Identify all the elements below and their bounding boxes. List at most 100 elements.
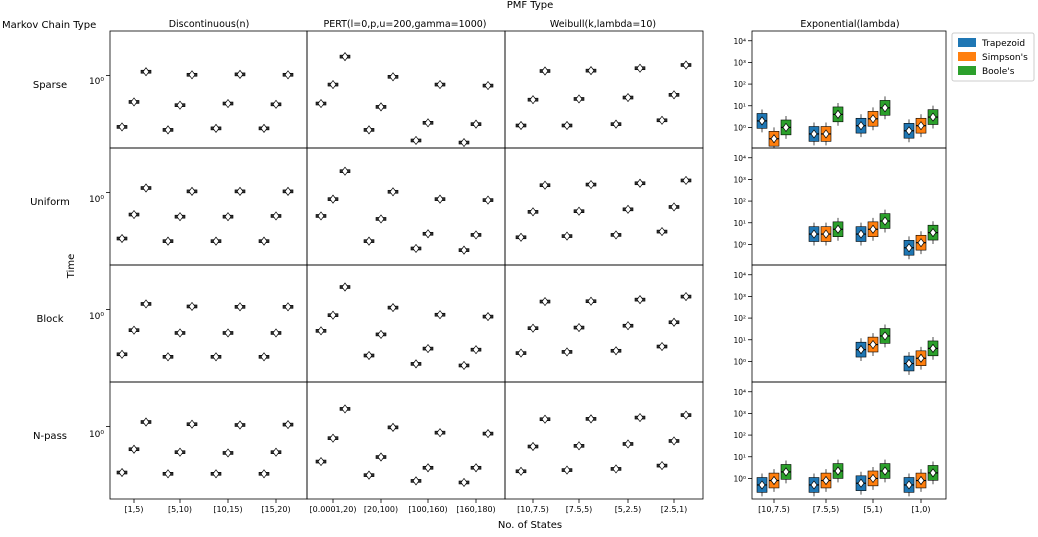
mean-marker-c1-r0-g0-s0 bbox=[317, 98, 325, 109]
mean-marker-c0-r0-g3-s2 bbox=[284, 70, 292, 80]
mean-marker-c0-r0-g1-s0 bbox=[164, 125, 172, 135]
mean-marker-c1-r1-g2-s2 bbox=[436, 194, 444, 204]
xtick-c1-1: [20,100) bbox=[364, 505, 398, 514]
mean-marker-c2-r3-g0-s2 bbox=[541, 414, 549, 424]
mean-marker-c2-r0-g3-s2 bbox=[682, 60, 690, 70]
mean-exp-r3-g1-s0 bbox=[810, 480, 818, 490]
mean-exp-r0-g1-s1 bbox=[822, 129, 830, 139]
ytick-right-label-r0-2: 10² bbox=[733, 80, 746, 89]
xtick-c3-2: [5,1) bbox=[864, 505, 883, 514]
mean-marker-c1-r2-g2-s1 bbox=[424, 344, 432, 354]
panel-frame-c1-r1 bbox=[306, 147, 506, 266]
mean-exp-r1-g2-s2 bbox=[881, 216, 889, 226]
mean-marker-c2-r2-g2-s2 bbox=[636, 295, 644, 305]
y-axis-label: Time bbox=[66, 254, 77, 279]
mean-marker-c0-r3-g3-s0 bbox=[260, 469, 268, 479]
mean-marker-c1-r3-g2-s0 bbox=[412, 476, 420, 486]
mean-marker-c1-r1-g1-s2 bbox=[389, 187, 397, 197]
row-label-npass: N-pass bbox=[33, 431, 67, 442]
mean-marker-c2-r2-g0-s0 bbox=[517, 348, 525, 358]
panel-frame-c1-r2 bbox=[306, 264, 506, 383]
mean-marker-c2-r0-g2-s0 bbox=[612, 119, 620, 129]
mean-marker-c0-r0-g0-s1 bbox=[130, 97, 138, 107]
mean-marker-c1-r3-g2-s2 bbox=[436, 428, 444, 438]
mean-marker-c2-r2-g3-s0 bbox=[658, 341, 666, 352]
xtick-c1-0: [0.0001,20) bbox=[310, 505, 357, 514]
legend-label-boole: Boole's bbox=[982, 67, 1015, 77]
mean-marker-c2-r3-g2-s2 bbox=[636, 412, 644, 423]
mean-marker-c2-r3-g0-s0 bbox=[517, 466, 525, 476]
mean-marker-c0-r2-g0-s0 bbox=[118, 349, 126, 359]
mean-marker-c1-r3-g1-s2 bbox=[389, 422, 397, 432]
xtick-c2-3: [2.5,1) bbox=[661, 505, 688, 514]
mean-marker-c2-r1-g3-s1 bbox=[670, 202, 678, 212]
mean-exp-r3-g3-s0 bbox=[905, 480, 913, 490]
column-title-exponential: Exponential(lambda) bbox=[800, 19, 899, 30]
mean-marker-c2-r2-g2-s1 bbox=[624, 321, 632, 331]
mean-exp-r3-g2-s2 bbox=[881, 466, 889, 476]
panel-frame-c1-r3 bbox=[306, 381, 506, 500]
ytick-right-label-r1-3: 10³ bbox=[733, 175, 746, 184]
mean-marker-c1-r2-g3-s0 bbox=[460, 360, 468, 371]
mean-marker-c2-r1-g1-s0 bbox=[563, 231, 571, 241]
mean-marker-c0-r0-g1-s2 bbox=[188, 70, 196, 80]
mean-exp-r2-g3-s2 bbox=[929, 343, 937, 353]
mean-exp-r0-g0-s0 bbox=[758, 116, 766, 126]
panel-frame-c2-r0 bbox=[504, 30, 704, 149]
xtick-c2-2: [5,2.5) bbox=[615, 505, 642, 514]
mean-marker-c1-r3-g0-s2 bbox=[341, 404, 349, 414]
mean-marker-c0-r2-g2-s0 bbox=[212, 352, 220, 362]
mean-exp-r0-g3-s1 bbox=[917, 121, 925, 131]
mean-marker-c0-r3-g1-s1 bbox=[176, 447, 184, 457]
mean-exp-r0-g1-s2 bbox=[834, 109, 842, 119]
mean-marker-c2-r2-g0-s1 bbox=[529, 323, 537, 333]
mean-marker-c2-r1-g3-s0 bbox=[658, 227, 666, 237]
mean-exp-r3-g1-s1 bbox=[822, 475, 830, 486]
mean-marker-c0-r2-g2-s1 bbox=[224, 328, 232, 338]
mean-marker-c2-r2-g2-s0 bbox=[612, 346, 620, 356]
mean-marker-c0-r1-g2-s0 bbox=[212, 236, 220, 246]
mean-marker-c2-r3-g3-s1 bbox=[670, 436, 678, 446]
mean-marker-c1-r1-g2-s1 bbox=[424, 229, 432, 239]
mean-marker-c2-r1-g0-s1 bbox=[529, 207, 537, 217]
mean-marker-c2-r3-g3-s0 bbox=[658, 461, 666, 471]
mean-marker-c2-r1-g2-s1 bbox=[624, 204, 632, 214]
mean-marker-c1-r1-g1-s0 bbox=[365, 236, 373, 246]
mean-marker-c2-r0-g0-s0 bbox=[517, 120, 525, 131]
mean-marker-c1-r2-g1-s2 bbox=[389, 303, 397, 313]
legend-swatch-trapezoid bbox=[958, 38, 976, 47]
xtick-c1-2: [100,160) bbox=[408, 505, 447, 514]
mean-marker-c0-r2-g0-s2 bbox=[142, 299, 150, 309]
panel-frame-c3-r3 bbox=[751, 381, 947, 500]
mean-marker-c1-r1-g0-s2 bbox=[341, 166, 349, 176]
ytick-right-label-r3-3: 10³ bbox=[733, 409, 746, 418]
ytick-row2: 10⁰ bbox=[89, 312, 104, 322]
mean-exp-r2-g2-s2 bbox=[881, 331, 889, 341]
mean-marker-c0-r2-g1-s2 bbox=[188, 301, 196, 312]
xtick-c3-1: [7.5,5) bbox=[813, 505, 840, 514]
mean-marker-c1-r0-g2-s2 bbox=[436, 79, 444, 90]
xtick-c2-0: [10,7.5) bbox=[517, 505, 549, 514]
mean-marker-c1-r3-g3-s1 bbox=[472, 463, 480, 473]
ytick-right-label-r1-4: 10⁴ bbox=[733, 154, 746, 163]
xtick-c2-1: [7.5,5) bbox=[566, 505, 593, 514]
mean-marker-c2-r3-g0-s1 bbox=[529, 441, 537, 452]
mean-marker-c1-r0-g1-s1 bbox=[377, 102, 385, 112]
mean-marker-c2-r0-g3-s1 bbox=[670, 90, 678, 100]
mean-exp-r3-g3-s2 bbox=[929, 468, 937, 478]
mean-marker-c2-r3-g1-s1 bbox=[575, 441, 583, 451]
legend-swatch-boole bbox=[958, 66, 976, 75]
mean-marker-c1-r1-g3-s2 bbox=[484, 195, 492, 205]
mean-marker-c0-r1-g2-s2 bbox=[236, 186, 244, 196]
legend: Trapezoid Simpson's Boole's bbox=[951, 32, 1035, 82]
mean-exp-r1-g2-s1 bbox=[869, 224, 877, 234]
mean-marker-c1-r2-g2-s0 bbox=[412, 359, 420, 369]
mean-marker-c0-r3-g1-s2 bbox=[188, 419, 196, 429]
mean-marker-c0-r0-g3-s1 bbox=[272, 99, 280, 109]
panel-frame-c1-r0 bbox=[306, 30, 506, 149]
mean-exp-r1-g3-s0 bbox=[905, 243, 913, 253]
mean-marker-c1-r2-g3-s2 bbox=[484, 312, 492, 322]
mean-marker-c2-r2-g3-s2 bbox=[682, 291, 690, 302]
ytick-right-label-r2-0: 10⁰ bbox=[733, 357, 746, 366]
